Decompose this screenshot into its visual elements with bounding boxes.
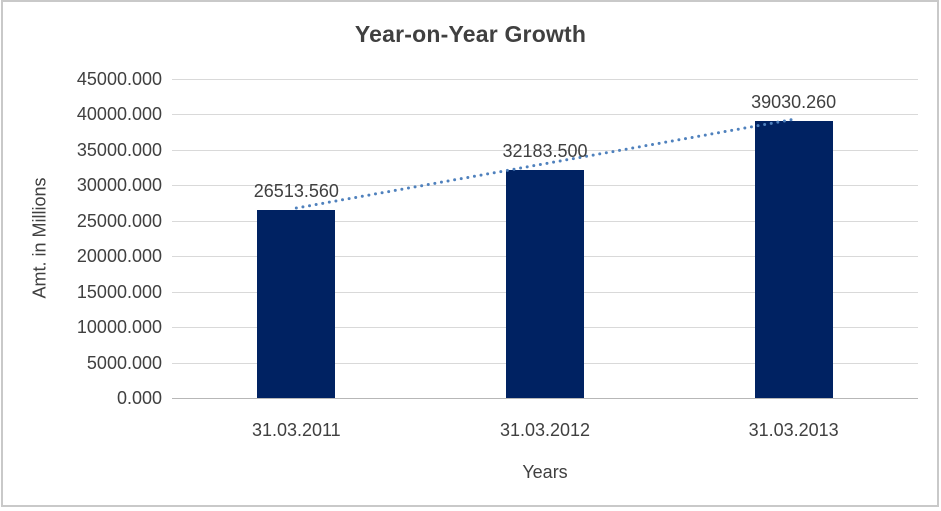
y-tick-label: 20000.000 [76, 246, 162, 267]
bar-31.03.2011 [257, 210, 336, 398]
y-tick-label: 35000.000 [76, 139, 162, 160]
x-tick-label: 31.03.2011 [251, 420, 341, 440]
gridline [172, 79, 918, 80]
y-tick-label: 40000.000 [76, 104, 162, 125]
y-tick-label: 15000.000 [76, 281, 162, 302]
x-axis-title: Years [522, 462, 568, 482]
y-tick-label: 45000.000 [76, 69, 162, 89]
data-label: 39030.260 [751, 92, 837, 113]
y-tick-label: 5000.000 [86, 352, 162, 373]
gridline [172, 114, 918, 116]
x-tick-label: 31.03.2013 [748, 420, 839, 440]
bar-31.03.2013 [754, 121, 833, 398]
chart-title: Year-on-Year Growth [354, 21, 587, 47]
y-tick-label: 10000.000 [76, 317, 162, 338]
data-label: 32183.500 [502, 140, 588, 161]
y-tick-label: 30000.000 [76, 175, 162, 196]
data-label: 26513.560 [253, 181, 339, 202]
y-tick-label: 0.000 [116, 388, 162, 408]
bar-31.03.2012 [506, 169, 584, 398]
y-tick-label: 25000.000 [76, 210, 162, 231]
x-axis-line [172, 398, 918, 399]
x-tick-label: 31.03.2012 [499, 420, 591, 440]
